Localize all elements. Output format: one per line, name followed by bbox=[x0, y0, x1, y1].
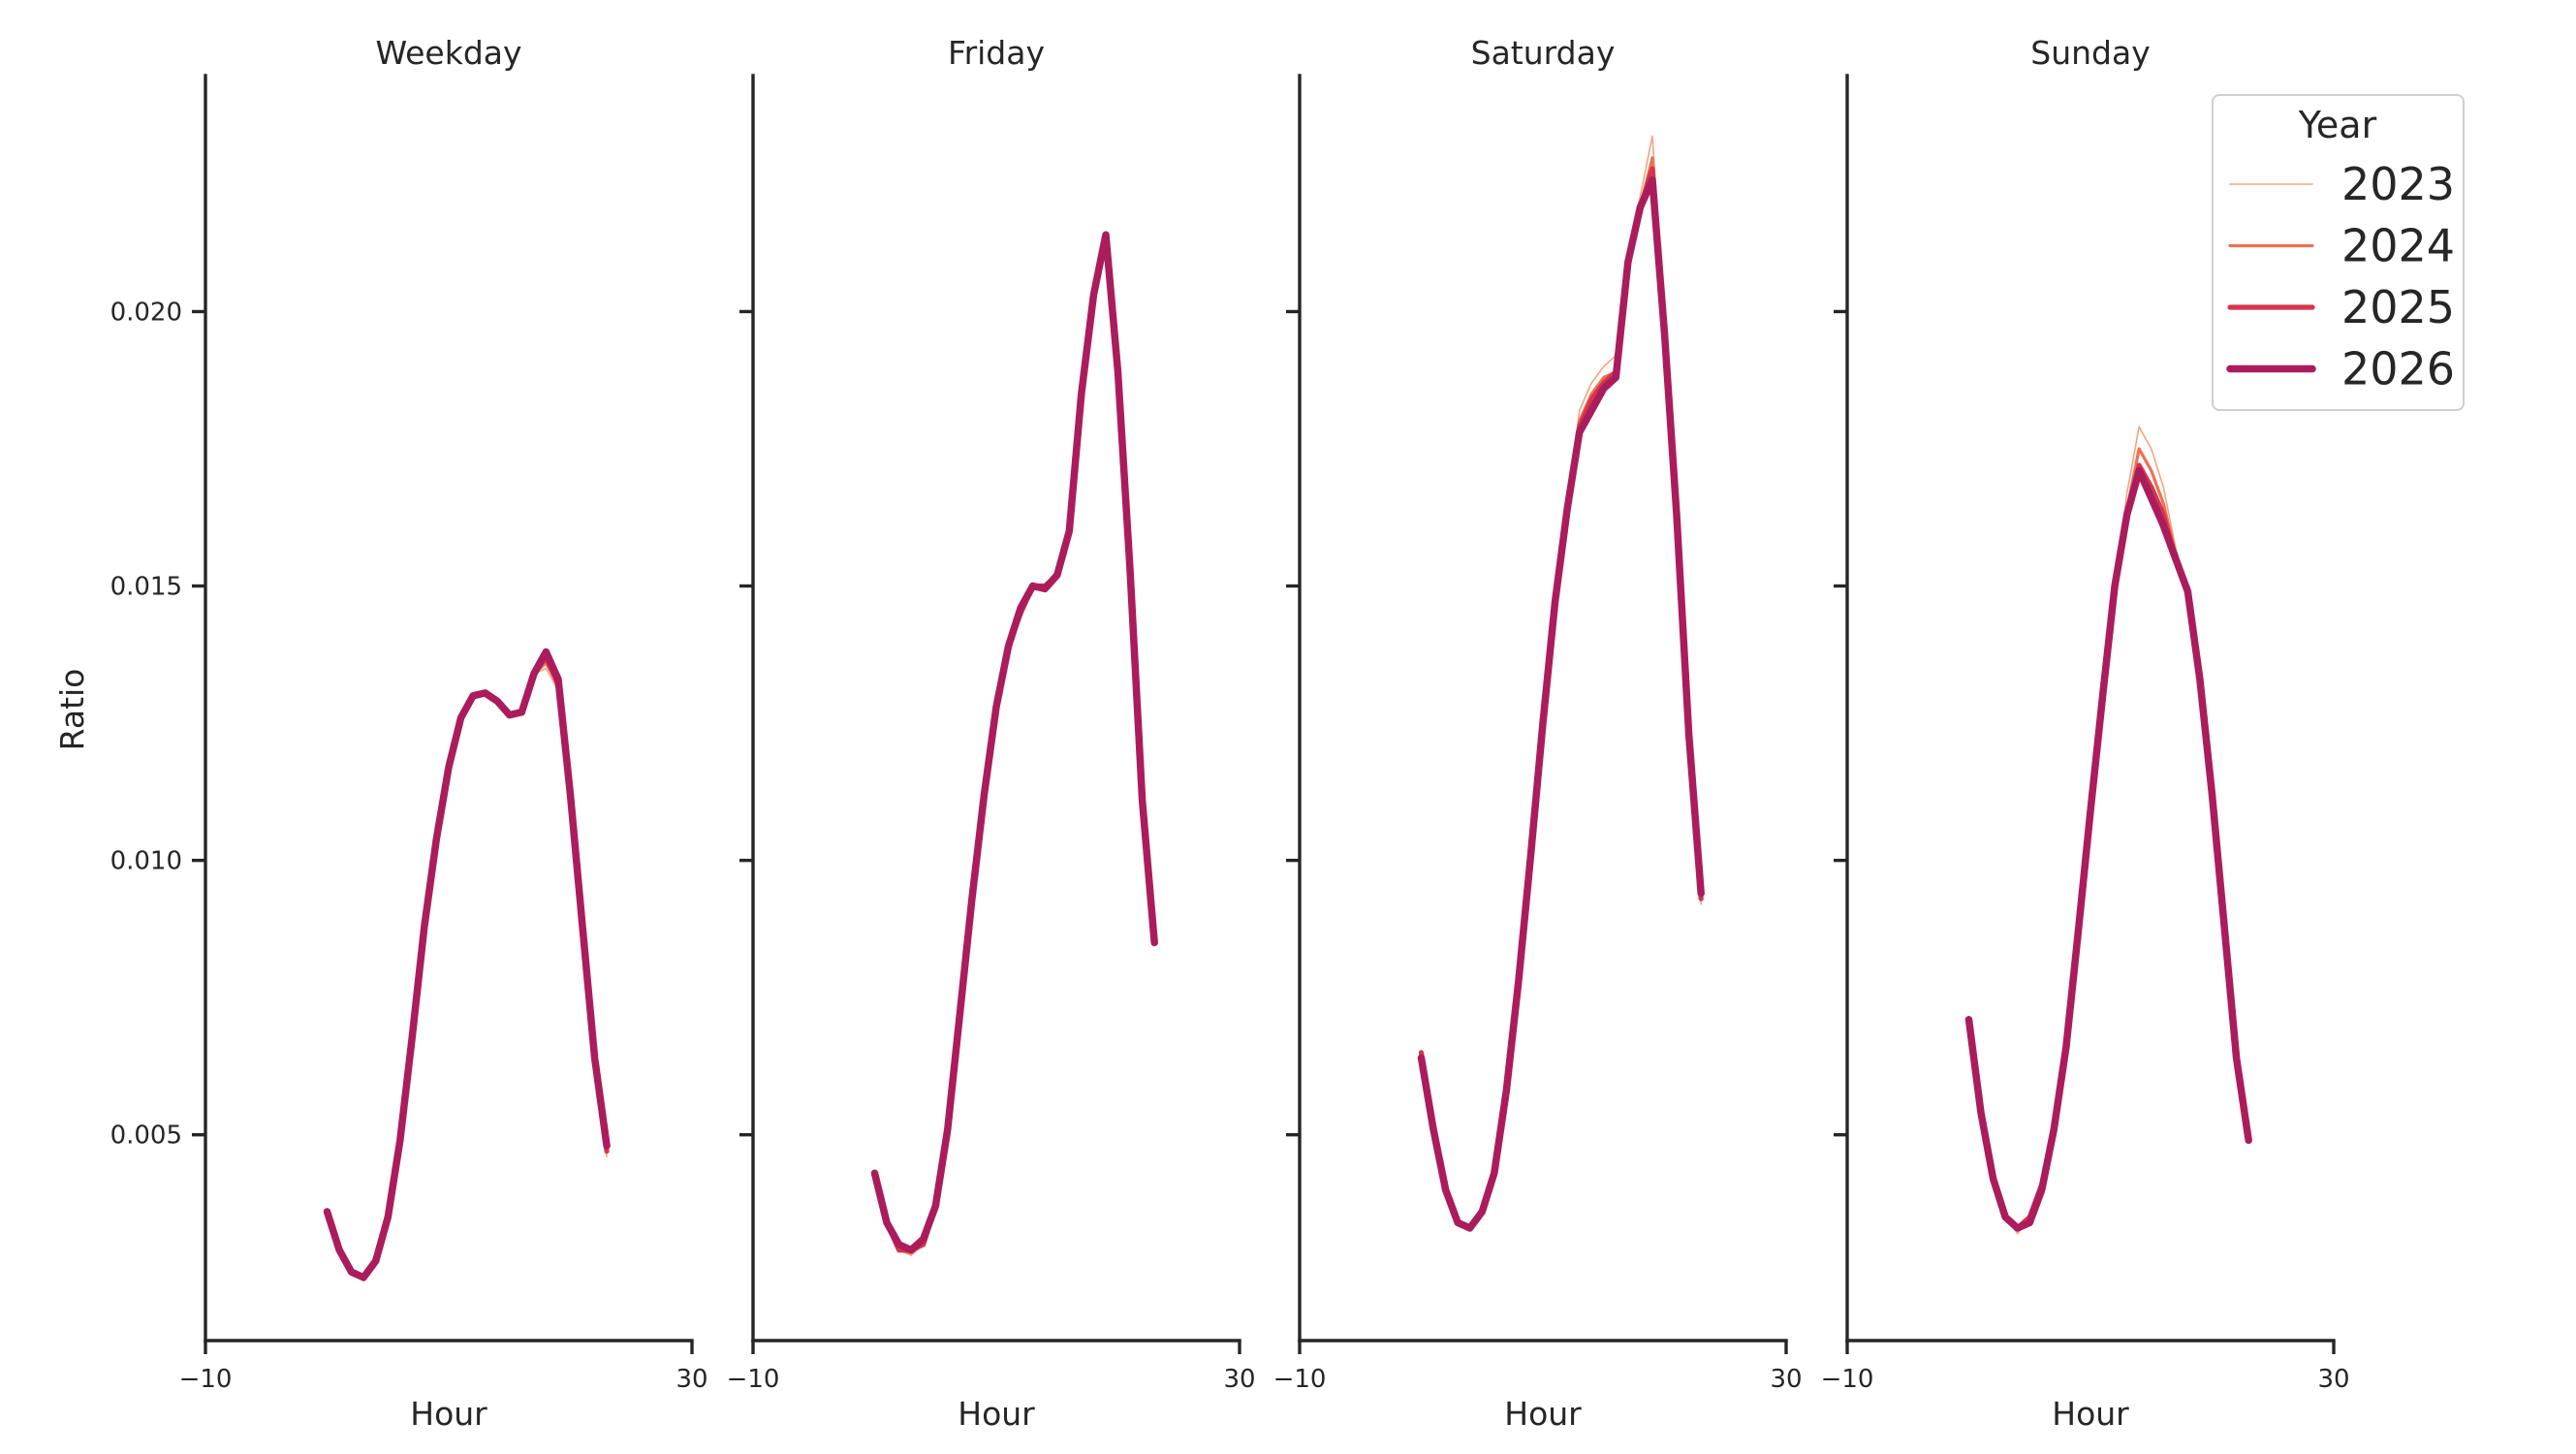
legend-entries: 2023 2024 2025 2026 bbox=[2226, 158, 2455, 395]
y-tick-label: 0.015 bbox=[110, 573, 182, 602]
x-tick-label: 30 bbox=[1770, 1365, 1802, 1394]
x-tick-label: −10 bbox=[727, 1365, 780, 1394]
x-axis-label: Hour bbox=[1504, 1395, 1582, 1433]
panel-weekday: Weekday 0.005 0.010 0.015 0.020 −10 30 Hour bbox=[110, 34, 708, 1433]
series-line-2023-friday bbox=[873, 239, 1155, 1256]
series-line-2023-sunday bbox=[1967, 426, 2249, 1235]
series-line-2024-saturday bbox=[1419, 156, 1703, 1230]
x-tick-label: 30 bbox=[675, 1365, 707, 1394]
x-tick-label: −10 bbox=[1821, 1365, 1874, 1394]
legend-label-2025: 2025 bbox=[2341, 281, 2455, 333]
series-line-2025-saturday bbox=[1418, 166, 1704, 1231]
series-line-2024-sunday bbox=[1966, 447, 2250, 1230]
x-tick-label: 30 bbox=[1223, 1365, 1255, 1394]
panel-sunday: Sunday −10 30 Hour bbox=[1821, 34, 2350, 1433]
x-tick-label: −10 bbox=[1273, 1365, 1327, 1394]
panel-friday: Friday −10 30 Hour bbox=[727, 34, 1256, 1433]
series-line-2026-weekday bbox=[323, 648, 611, 1281]
legend-title: Year bbox=[2298, 104, 2377, 146]
panel-title-friday: Friday bbox=[948, 34, 1045, 72]
x-tick-label: 30 bbox=[2317, 1365, 2349, 1394]
legend: Year 2023 2024 2025 2026 bbox=[2212, 94, 2465, 411]
legend-label-2026: 2026 bbox=[2341, 343, 2455, 395]
legend-box bbox=[2212, 94, 2465, 411]
panel-title-weekday: Weekday bbox=[375, 34, 521, 72]
legend-label-2024: 2024 bbox=[2341, 220, 2455, 272]
series-line-2024-friday bbox=[872, 233, 1156, 1255]
series-line-2025-friday bbox=[871, 232, 1157, 1253]
series-line-2026-friday bbox=[870, 231, 1158, 1254]
panel-saturday: Saturday −10 30 Hour bbox=[1273, 34, 1803, 1433]
x-axis-label: Hour bbox=[410, 1395, 487, 1433]
legend-label-2023: 2023 bbox=[2341, 158, 2455, 210]
series-line-2026-sunday bbox=[1964, 466, 2252, 1232]
panel-title-sunday: Sunday bbox=[2030, 34, 2150, 72]
y-tick-label: 0.020 bbox=[110, 298, 182, 327]
series-line-2025-sunday bbox=[1965, 462, 2251, 1231]
series-line-2026-saturday bbox=[1417, 175, 1705, 1232]
x-axis-label: Hour bbox=[2052, 1395, 2129, 1433]
y-tick-label: 0.010 bbox=[110, 847, 182, 876]
x-tick-label: −10 bbox=[179, 1365, 233, 1394]
x-axis-label: Hour bbox=[958, 1395, 1035, 1433]
panel-title-saturday: Saturday bbox=[1471, 34, 1616, 72]
y-axis-label: Ratio bbox=[53, 669, 91, 751]
y-tick-label: 0.005 bbox=[110, 1122, 182, 1151]
